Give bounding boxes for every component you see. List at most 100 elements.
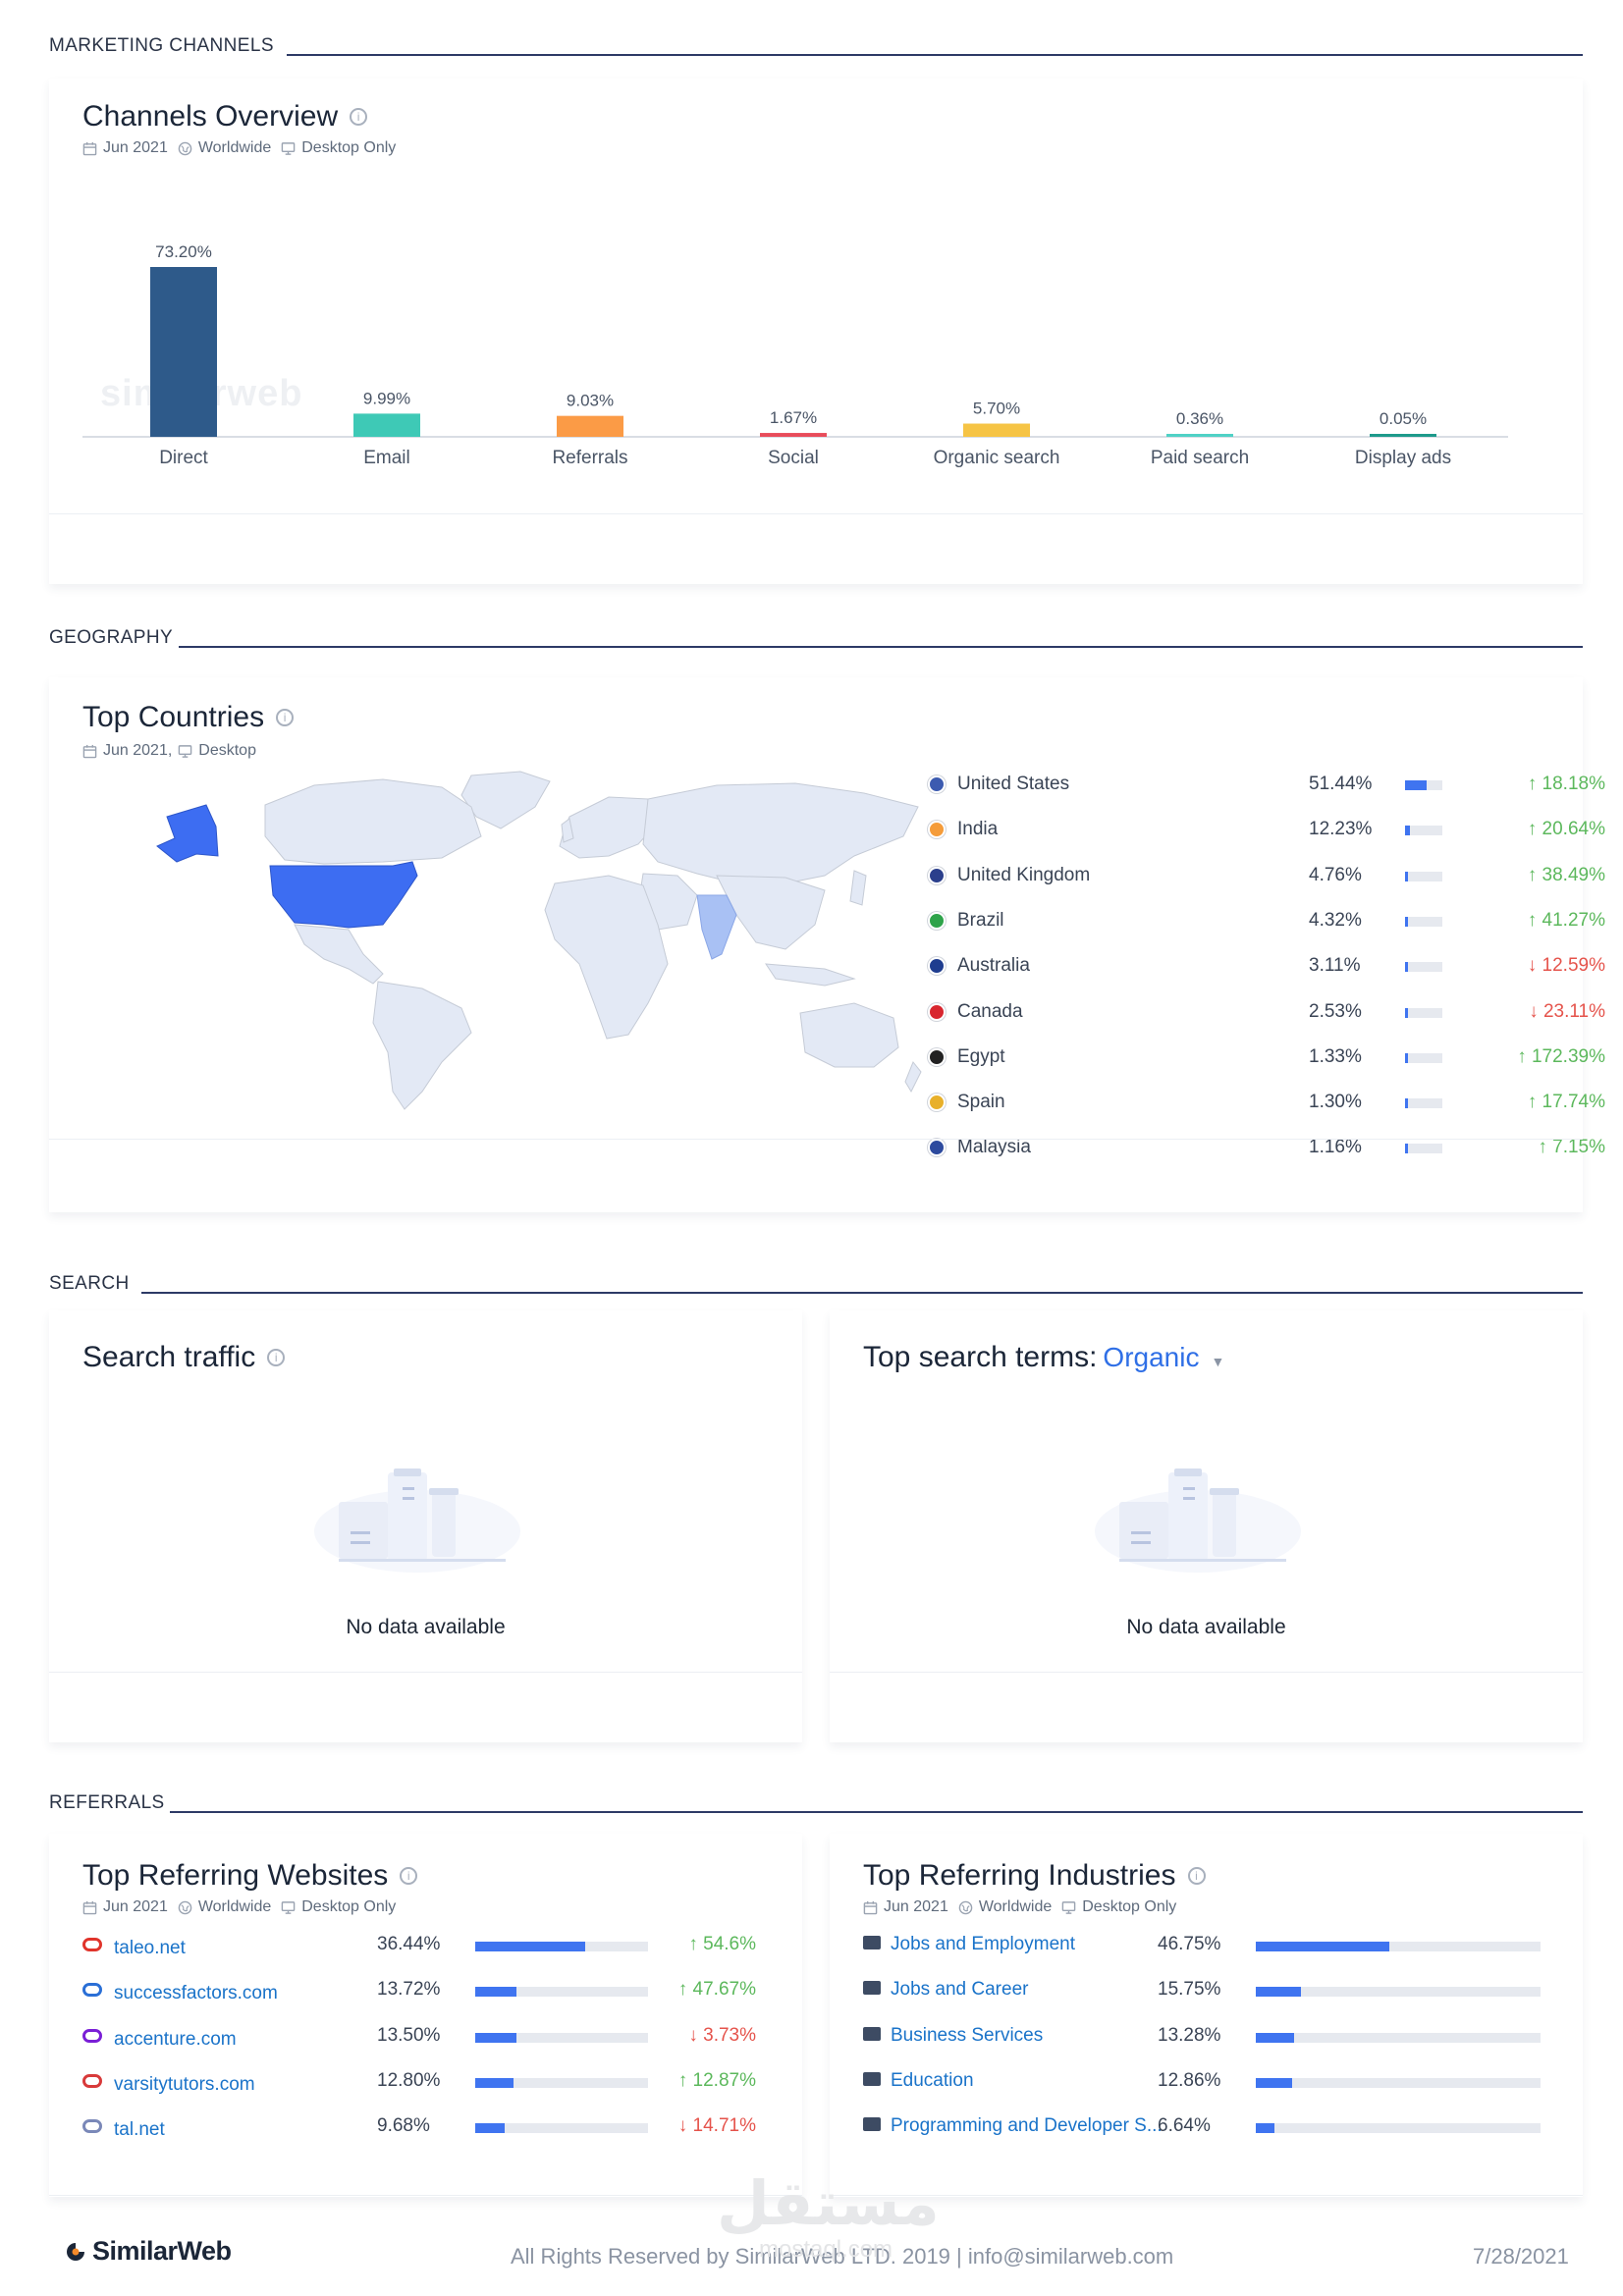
country-share-bar-fill — [1405, 962, 1408, 973]
referring-industry-bar — [1256, 1942, 1541, 1951]
country-row[interactable]: Australia 3.11% ↓ 12.59% — [928, 951, 1605, 981]
card-title: Top Referring Industries — [863, 1859, 1176, 1892]
country-flag-icon — [928, 911, 946, 930]
chart-category-label: Direct — [159, 448, 208, 468]
chart-category-label: Email — [363, 448, 410, 468]
chart-category-label: Referrals — [552, 448, 627, 468]
footer-date: 7/28/2021 — [1473, 2244, 1569, 2269]
chart-value-label: 0.05% — [1380, 409, 1427, 428]
calendar-icon — [82, 744, 97, 758]
top-search-terms-card: Top search terms: Organic ▼ No data avai… — [830, 1310, 1583, 1742]
calendar-icon — [82, 141, 97, 155]
card-title: Top search terms: — [863, 1341, 1098, 1373]
card-meta: Jun 2021 Worldwide Desktop Only — [82, 1898, 396, 1916]
card-separator — [830, 2195, 1583, 2196]
referring-site-bar-fill — [475, 1987, 517, 1998]
country-share-bar-fill — [1405, 826, 1411, 836]
country-row[interactable]: Spain 1.30% ↑ 17.74% — [928, 1088, 1605, 1117]
country-share: 1.30% — [1309, 1092, 1362, 1113]
country-share-bar — [1405, 1144, 1442, 1154]
referring-site-row[interactable]: varsitytutors.com 12.80% ↑ 12.87% — [82, 2068, 789, 2098]
card-title: Search traffic — [82, 1341, 256, 1373]
referring-industry-row[interactable]: Programming and Developer S... 6.64% — [863, 2113, 1570, 2143]
referring-industry-bar-fill — [1256, 2123, 1275, 2134]
traffic-type-dropdown[interactable]: Organic — [1103, 1342, 1200, 1372]
desktop-icon — [281, 1900, 296, 1914]
country-change: ↑ 172.39% — [1517, 1045, 1605, 1067]
card-meta: Jun 2021 Worldwide Desktop Only — [82, 139, 396, 157]
referring-industry-link[interactable]: Education — [891, 2069, 974, 2091]
country-row[interactable]: Brazil 4.32% ↑ 41.27% — [928, 906, 1605, 935]
accenture-icon — [82, 2028, 102, 2043]
empty-state-text: No data available — [346, 1616, 506, 1638]
referring-site-bar — [475, 1987, 648, 1998]
chart-bar-referrals[interactable] — [557, 415, 623, 437]
card-title: Channels Overview — [82, 100, 339, 133]
referring-industry-link[interactable]: Business Services — [891, 2024, 1044, 2046]
card-separator — [49, 1672, 802, 1673]
country-name: Canada — [957, 1000, 1023, 1022]
country-share-bar — [1405, 916, 1442, 927]
referring-site-share: 36.44% — [377, 1934, 441, 1954]
chart-bar-email[interactable] — [353, 413, 420, 437]
chevron-down-icon[interactable]: ▼ — [1211, 1354, 1225, 1369]
referring-industry-link[interactable]: Programming and Developer S... — [891, 2115, 1163, 2137]
referring-site-row[interactable]: successfactors.com 13.72% ↑ 47.67% — [82, 1977, 789, 2006]
referring-industry-row[interactable]: Jobs and Employment 46.75% — [863, 1932, 1570, 1961]
info-icon[interactable]: i — [1187, 1867, 1206, 1885]
meta-device: Desktop Only — [301, 139, 397, 156]
country-share-bar-fill — [1405, 1144, 1408, 1154]
referring-industry-link[interactable]: Jobs and Career — [891, 1979, 1029, 2001]
chart-category-label: Paid search — [1151, 448, 1249, 468]
country-row[interactable]: Canada 2.53% ↓ 23.11% — [928, 997, 1605, 1027]
country-flag-icon — [928, 1002, 946, 1021]
referring-site-share: 9.68% — [377, 2115, 430, 2137]
chart-value-label: 1.67% — [770, 408, 817, 427]
country-row[interactable]: Egypt 1.33% ↑ 172.39% — [928, 1042, 1605, 1072]
referring-site-link[interactable]: varsitytutors.com — [114, 2073, 255, 2095]
card-separator — [830, 1672, 1583, 1673]
info-icon[interactable]: i — [400, 1867, 418, 1885]
referring-site-share: 12.80% — [377, 2069, 441, 2091]
referring-industry-bar-fill — [1256, 1942, 1389, 1951]
country-flag-icon — [928, 957, 946, 976]
chart-bar-organic-search[interactable] — [963, 423, 1030, 437]
referring-industry-share: 15.75% — [1158, 1979, 1221, 2001]
info-icon[interactable]: i — [276, 709, 295, 726]
referring-industry-link[interactable]: Jobs and Employment — [891, 1934, 1075, 1954]
card-title: Top Countries — [82, 701, 265, 733]
country-row[interactable]: India 12.23% ↑ 20.64% — [928, 815, 1605, 844]
chart-bar-social[interactable] — [760, 433, 827, 437]
referring-industry-bar — [1256, 2032, 1541, 2043]
country-name: Spain — [957, 1092, 1005, 1113]
chart-bar-display-ads[interactable] — [1370, 434, 1436, 437]
country-flag-icon — [928, 866, 946, 884]
country-flag-icon — [928, 821, 946, 839]
meta-device: Desktop — [198, 742, 256, 759]
referring-site-row[interactable]: taleo.net 36.44% ↑ 54.6% — [82, 1932, 789, 1961]
referring-site-link[interactable]: successfactors.com — [114, 1983, 278, 2004]
country-row[interactable]: United Kingdom 4.76% ↑ 38.49% — [928, 861, 1605, 890]
referring-site-link[interactable]: taleo.net — [114, 1938, 186, 1958]
referring-industry-row[interactable]: Business Services 13.28% — [863, 2023, 1570, 2053]
country-share-bar-fill — [1405, 1098, 1408, 1109]
referring-site-link[interactable]: accenture.com — [114, 2028, 237, 2050]
chart-value-label: 9.99% — [363, 389, 410, 407]
referring-site-row[interactable]: accenture.com 13.50% ↓ 3.73% — [82, 2023, 789, 2053]
chart-bar-direct[interactable] — [150, 267, 217, 437]
referring-site-change: ↑ 47.67% — [677, 1979, 756, 2001]
info-icon[interactable]: i — [267, 1349, 286, 1366]
country-name: Brazil — [957, 909, 1004, 931]
world-map[interactable] — [147, 768, 923, 1111]
channels-overview-card: Channels Overview i Jun 2021 Worldwide D… — [49, 79, 1583, 584]
country-row[interactable]: Malaysia 1.16% ↑ 7.15% — [928, 1133, 1605, 1162]
referring-industry-row[interactable]: Education 12.86% — [863, 2068, 1570, 2098]
referring-site-link[interactable]: tal.net — [114, 2119, 165, 2141]
chart-value-label: 9.03% — [567, 392, 614, 410]
country-row[interactable]: United States 51.44% ↑ 18.18% — [928, 770, 1605, 799]
chart-category-label: Display ads — [1355, 448, 1451, 468]
chart-bar-paid-search[interactable] — [1166, 434, 1233, 437]
referring-industry-row[interactable]: Jobs and Career 15.75% — [863, 1977, 1570, 2006]
referring-site-row[interactable]: tal.net 9.68% ↓ 14.71% — [82, 2113, 789, 2143]
info-icon[interactable]: i — [350, 108, 368, 126]
